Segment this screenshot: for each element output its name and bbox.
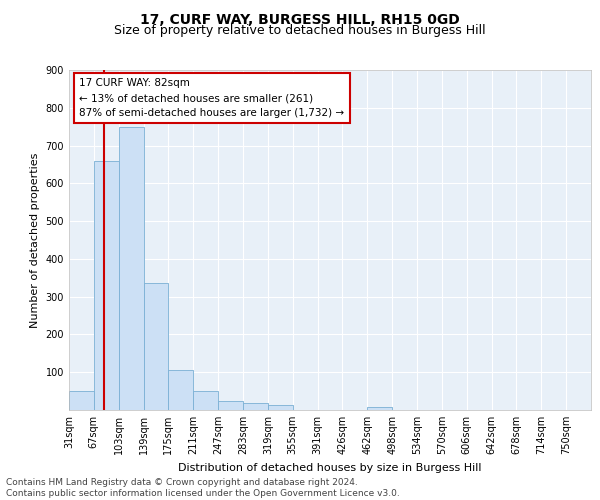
- Text: 17 CURF WAY: 82sqm
← 13% of detached houses are smaller (261)
87% of semi-detach: 17 CURF WAY: 82sqm ← 13% of detached hou…: [79, 78, 344, 118]
- Bar: [119, 126, 143, 410]
- Bar: [218, 400, 243, 410]
- Bar: [94, 160, 119, 410]
- Bar: [69, 391, 94, 410]
- Bar: [367, 407, 392, 410]
- Bar: [169, 370, 193, 410]
- Bar: [143, 284, 169, 410]
- X-axis label: Distribution of detached houses by size in Burgess Hill: Distribution of detached houses by size …: [178, 462, 482, 472]
- Bar: [193, 391, 218, 410]
- Bar: [243, 403, 268, 410]
- Text: 17, CURF WAY, BURGESS HILL, RH15 0GD: 17, CURF WAY, BURGESS HILL, RH15 0GD: [140, 12, 460, 26]
- Y-axis label: Number of detached properties: Number of detached properties: [30, 152, 40, 328]
- Text: Size of property relative to detached houses in Burgess Hill: Size of property relative to detached ho…: [114, 24, 486, 37]
- Text: Contains HM Land Registry data © Crown copyright and database right 2024.
Contai: Contains HM Land Registry data © Crown c…: [6, 478, 400, 498]
- Bar: [268, 406, 293, 410]
